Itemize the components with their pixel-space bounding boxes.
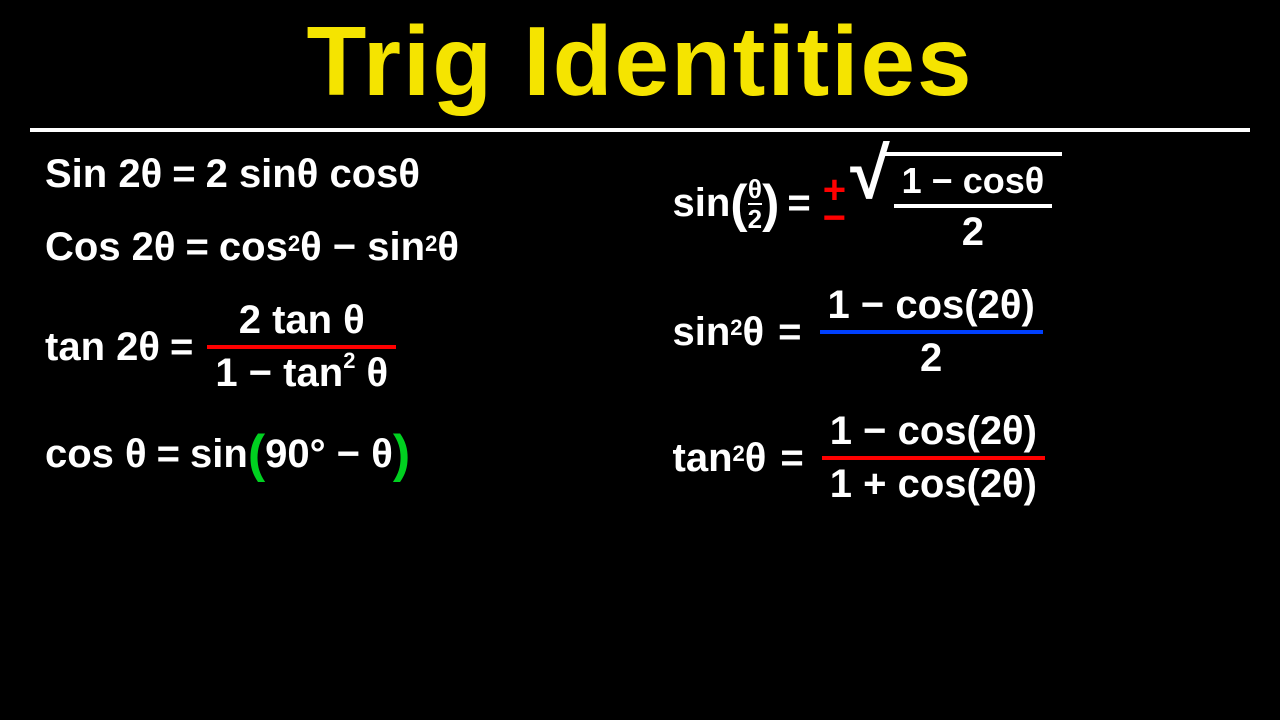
radicand: 1 − cosθ 2 (884, 152, 1063, 255)
denominator: 2 (912, 334, 950, 381)
lhs-theta: θ (745, 436, 767, 481)
horizontal-divider (30, 128, 1250, 132)
paren-close: ) (393, 424, 410, 484)
fraction: 1 − cos(2θ) 2 (820, 283, 1043, 381)
superscript: 2 (425, 231, 437, 257)
rhs-fn: sin (190, 432, 248, 477)
equals: = (157, 432, 180, 477)
plus-minus: + − (823, 176, 846, 232)
rhs-part: θ (437, 225, 459, 270)
superscript: 2 (733, 441, 745, 467)
rhs-part: θ − sin (300, 225, 425, 270)
equation-sin2theta: Sin 2θ = 2 sinθ cosθ (45, 152, 623, 197)
fraction: 1 − cosθ 2 (894, 160, 1053, 255)
paren-open: ( (730, 174, 747, 234)
equals: = (787, 181, 810, 226)
superscript: 2 (288, 231, 300, 257)
equals: = (172, 152, 195, 197)
lhs-fn: sin (673, 310, 731, 355)
equals: = (186, 225, 209, 270)
numerator: 2 tan θ (231, 298, 373, 345)
rhs: 2 sinθ cosθ (206, 152, 420, 197)
theta-over-2: θ 2 (748, 176, 762, 232)
right-column: sin ( θ 2 ) = + − √ 1 − cosθ 2 (623, 152, 1251, 507)
lhs: Cos 2θ (45, 225, 176, 270)
lhs: cos θ (45, 432, 147, 477)
equals: = (170, 325, 193, 370)
superscript: 2 (730, 315, 742, 341)
equation-sin-squared: sin2θ = 1 − cos(2θ) 2 (673, 283, 1251, 381)
lhs-theta: θ (743, 310, 765, 355)
left-column: Sin 2θ = 2 sinθ cosθ Cos 2θ = cos2θ − si… (30, 152, 623, 507)
fraction: 2 tan θ 1 − tan2 θ (207, 298, 396, 396)
numerator: 1 − cos(2θ) (822, 409, 1045, 456)
numerator: 1 − cos(2θ) (820, 283, 1043, 330)
rhs-part: cos (219, 225, 288, 270)
equation-tan2theta: tan 2θ = 2 tan θ 1 − tan2 θ (45, 298, 623, 396)
equation-cos2theta: Cos 2θ = cos2θ − sin2θ (45, 225, 623, 270)
equation-tan-squared: tan2θ = 1 − cos(2θ) 1 + cos(2θ) (673, 409, 1251, 507)
equals: = (780, 436, 803, 481)
equation-costheta-cofunction: cos θ = sin ( 90° − θ ) (45, 424, 623, 484)
square-root: √ 1 − cosθ 2 (850, 152, 1062, 255)
equations-container: Sin 2θ = 2 sinθ cosθ Cos 2θ = cos2θ − si… (0, 152, 1280, 507)
lhs: tan 2θ (45, 325, 160, 370)
rhs-inner: 90° − θ (265, 432, 393, 477)
numerator: 1 − cosθ (894, 160, 1053, 204)
denominator: 1 − tan2 θ (207, 349, 396, 396)
paren-close: ) (762, 174, 779, 234)
lhs-fn: tan (673, 436, 733, 481)
denominator: 2 (954, 208, 992, 255)
fraction: 1 − cos(2θ) 1 + cos(2θ) (822, 409, 1045, 507)
denominator: 1 + cos(2θ) (822, 460, 1045, 507)
equation-sin-half-angle: sin ( θ 2 ) = + − √ 1 − cosθ 2 (673, 152, 1251, 255)
lhs: Sin 2θ (45, 152, 162, 197)
radical-icon: √ (850, 146, 890, 204)
paren-open: ( (248, 424, 265, 484)
equals: = (778, 310, 801, 355)
lhs-fn: sin (673, 181, 731, 226)
page-title: Trig Identities (0, 0, 1280, 118)
